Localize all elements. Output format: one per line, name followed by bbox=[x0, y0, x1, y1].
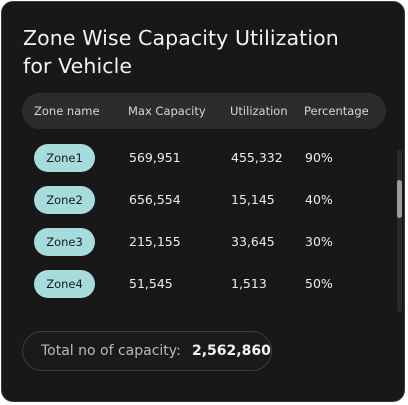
percentage-cell: 30% bbox=[305, 234, 333, 249]
zone-badge[interactable]: Zone2 bbox=[34, 186, 95, 214]
table-body: Zone1 569,951 455,332 90% Zone2 656,554 … bbox=[22, 136, 382, 316]
zone-badge[interactable]: Zone4 bbox=[34, 270, 95, 298]
table-row: Zone2 656,554 15,145 40% bbox=[22, 186, 382, 228]
total-capacity-pill: Total no of capacity: 2,562,860 bbox=[22, 331, 272, 371]
utilization-cell: 15,145 bbox=[231, 192, 275, 207]
max-capacity-cell: 51,545 bbox=[129, 276, 173, 291]
table-row: Zone4 51,545 1,513 50% bbox=[22, 270, 382, 312]
table-row: Zone1 569,951 455,332 90% bbox=[22, 144, 382, 186]
zone-badge[interactable]: Zone3 bbox=[34, 228, 95, 256]
percentage-cell: 90% bbox=[305, 150, 333, 165]
vertical-scrollbar[interactable] bbox=[397, 150, 402, 312]
card-title: Zone Wise Capacity Utilization for Vehic… bbox=[23, 26, 339, 78]
utilization-cell: 455,332 bbox=[231, 150, 283, 165]
zone-badge[interactable]: Zone1 bbox=[34, 144, 95, 172]
total-capacity-label: Total no of capacity: bbox=[41, 343, 181, 359]
header-percentage: Percentage bbox=[304, 104, 369, 118]
header-zone-name: Zone name bbox=[34, 104, 100, 118]
scrollbar-thumb[interactable] bbox=[397, 180, 402, 218]
table-header: Zone name Max Capacity Utilization Perce… bbox=[22, 93, 386, 129]
utilization-cell: 1,513 bbox=[231, 276, 267, 291]
utilization-cell: 33,645 bbox=[231, 234, 275, 249]
max-capacity-cell: 656,554 bbox=[129, 192, 181, 207]
total-capacity-value: 2,562,860 bbox=[192, 343, 271, 359]
table-row: Zone3 215,155 33,645 30% bbox=[22, 228, 382, 270]
max-capacity-cell: 569,951 bbox=[129, 150, 181, 165]
percentage-cell: 40% bbox=[305, 192, 333, 207]
header-utilization: Utilization bbox=[230, 104, 288, 118]
percentage-cell: 50% bbox=[305, 276, 333, 291]
header-max-capacity: Max Capacity bbox=[128, 104, 206, 118]
max-capacity-cell: 215,155 bbox=[129, 234, 181, 249]
